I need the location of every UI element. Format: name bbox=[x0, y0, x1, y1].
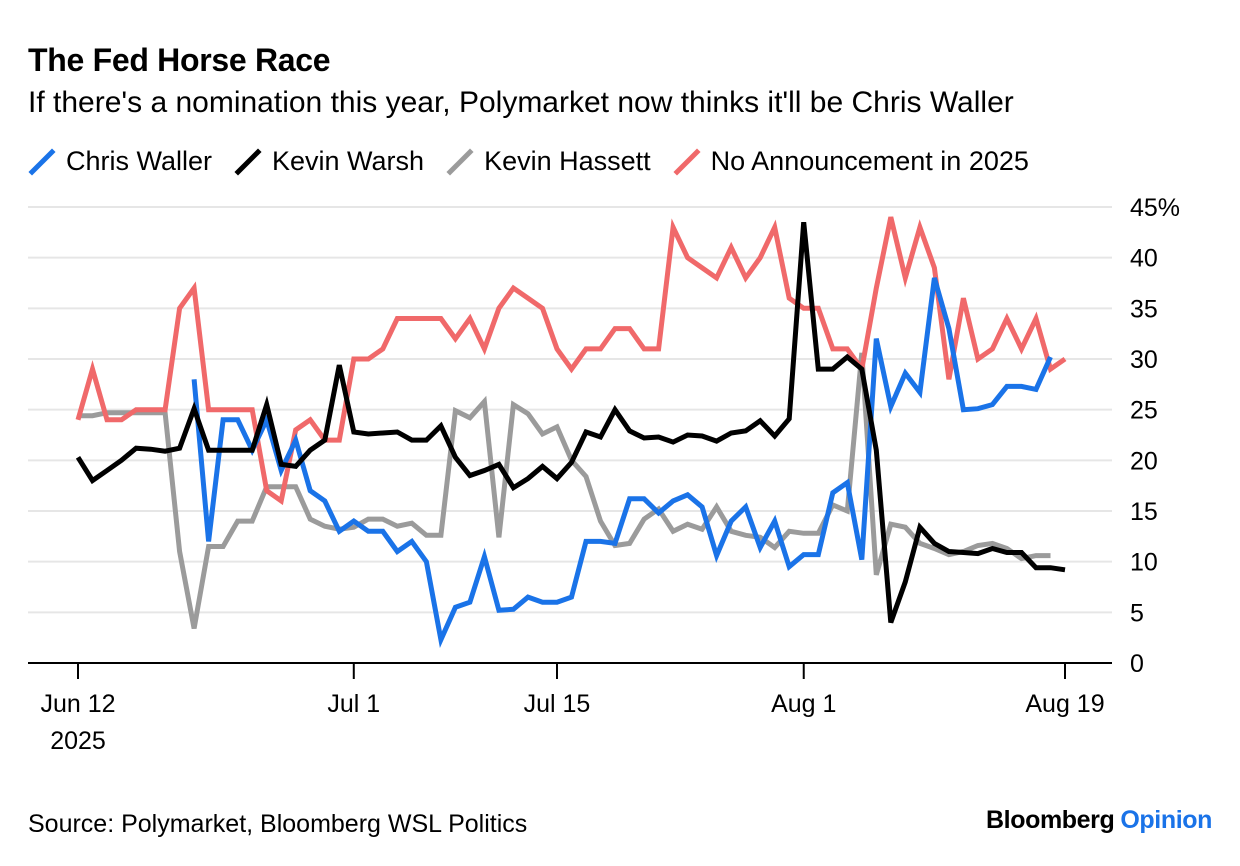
x-tick-label: Aug 1 bbox=[771, 690, 836, 718]
legend-swatch-no-announcement bbox=[673, 147, 701, 176]
y-tick-label: 30 bbox=[1130, 346, 1158, 374]
legend-label-kevin-warsh: Kevin Warsh bbox=[272, 146, 425, 176]
y-tick-label: 10 bbox=[1130, 549, 1158, 577]
series-line-kevin-warsh bbox=[75, 221, 1066, 624]
y-tick-label: 15 bbox=[1130, 498, 1158, 526]
x-tick-label: Jul 15 bbox=[524, 690, 591, 718]
legend-swatch-kevin-hassett bbox=[446, 147, 474, 176]
legend-item-chris-waller: Chris Waller bbox=[28, 146, 212, 177]
x-tick-label: Jun 12 bbox=[40, 690, 115, 718]
source-note: Source: Polymarket, Bloomberg WSL Politi… bbox=[28, 810, 528, 838]
legend-label-no-announcement: No Announcement in 2025 bbox=[710, 146, 1029, 176]
legend-item-kevin-hassett: Kevin Hassett bbox=[446, 146, 651, 177]
legend-label-kevin-hassett: Kevin Hassett bbox=[484, 146, 651, 176]
legend-swatch-kevin-warsh bbox=[234, 147, 262, 176]
legend-swatch-chris-waller bbox=[28, 147, 56, 176]
y-tick-label: 45% bbox=[1130, 194, 1180, 222]
y-tick-label: 25 bbox=[1130, 397, 1158, 425]
x-tick-label: Jul 1 bbox=[327, 690, 380, 718]
chart-subtitle: If there's a nomination this year, Polym… bbox=[28, 86, 1014, 119]
y-tick-label: 40 bbox=[1130, 245, 1158, 273]
y-tick-label: 35 bbox=[1130, 295, 1158, 323]
legend-item-kevin-warsh: Kevin Warsh bbox=[234, 146, 424, 177]
x-tick-label-year: 2025 bbox=[50, 727, 106, 755]
series-line-no-announcement bbox=[75, 216, 1067, 506]
legend-label-chris-waller: Chris Waller bbox=[66, 146, 213, 176]
x-tick-label: Aug 19 bbox=[1025, 690, 1104, 718]
y-tick-label: 20 bbox=[1130, 447, 1158, 475]
legend-item-no-announcement: No Announcement in 2025 bbox=[673, 146, 1029, 177]
brand-logo: Bloomberg Opinion bbox=[986, 806, 1212, 835]
y-tick-label: 5 bbox=[1130, 599, 1144, 627]
series-line-chris-waller bbox=[191, 277, 1053, 649]
y-tick-label: 0 bbox=[1130, 650, 1144, 678]
chart-title: The Fed Horse Race bbox=[28, 42, 331, 78]
brand-section: Opinion bbox=[1120, 806, 1212, 834]
brand-name: Bloomberg bbox=[986, 806, 1115, 834]
chart-legend: Chris Waller Kevin Warsh Kevin Hassett N… bbox=[28, 146, 1051, 177]
series-line-kevin-hassett bbox=[78, 352, 1051, 629]
